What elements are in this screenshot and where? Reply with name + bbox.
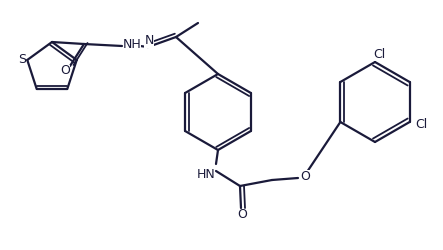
Text: S: S — [18, 54, 26, 66]
Text: O: O — [237, 208, 247, 222]
Text: Cl: Cl — [416, 118, 428, 132]
Text: N: N — [144, 34, 154, 48]
Text: O: O — [300, 170, 310, 182]
Text: HN: HN — [197, 168, 215, 180]
Text: NH: NH — [123, 38, 141, 52]
Text: O: O — [60, 64, 70, 78]
Text: Cl: Cl — [373, 48, 385, 60]
